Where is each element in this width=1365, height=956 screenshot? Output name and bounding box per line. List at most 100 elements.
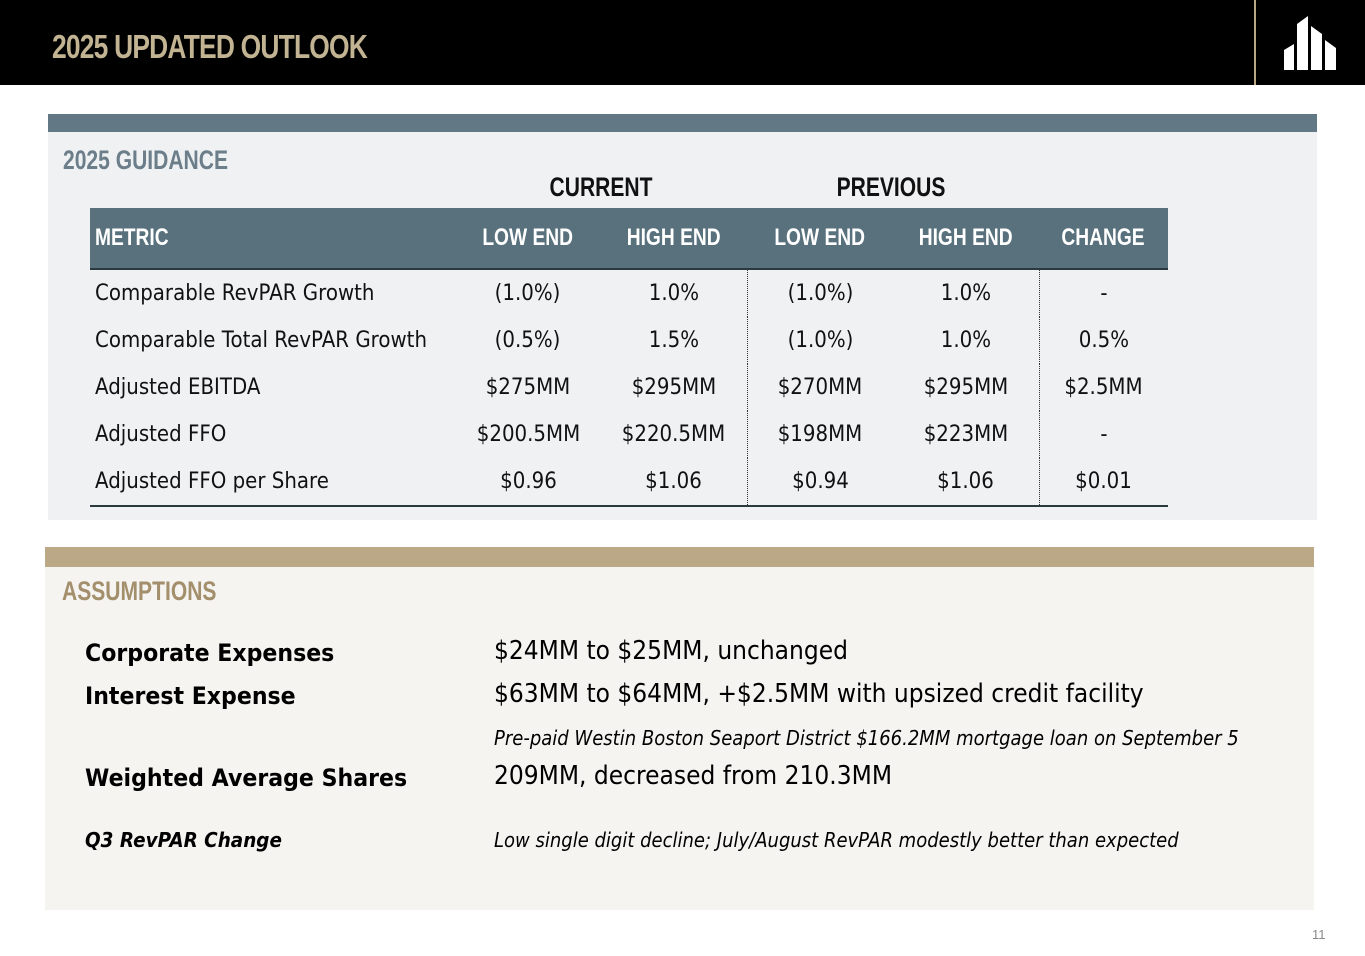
cell-value: (0.5%) (495, 328, 561, 353)
interest-expense-value: $63MM to $64MM, +$2.5MM with upsized cre… (494, 679, 1144, 709)
guidance-table: METRIC LOW END HIGH END LOW END HIGH END… (90, 208, 1168, 507)
cell-value: $275MM (485, 375, 571, 400)
cell-value: 1.0% (648, 281, 699, 306)
cell-value: $0.01 (1075, 469, 1133, 494)
column-header-label: HIGH END (627, 224, 721, 251)
cell-value: $1.06 (937, 469, 995, 494)
current-low-cell: $0.96 (455, 458, 601, 507)
table-row: Comparable RevPAR Growth (1.0%) 1.0% (1.… (90, 269, 1168, 317)
cell-value: $0.94 (791, 469, 849, 494)
cell-value: 1.5% (648, 328, 699, 353)
header-divider (1254, 0, 1256, 85)
cell-value: - (1100, 422, 1108, 447)
cell-value: $295MM (631, 375, 717, 400)
cell-value: $270MM (777, 375, 863, 400)
previous-high-cell: $295MM (893, 364, 1040, 411)
metric-cell: Adjusted FFO (90, 411, 455, 458)
previous-low-cell: (1.0%) (747, 269, 893, 317)
table-row: Adjusted FFO per Share $0.96 $1.06 $0.94… (90, 458, 1168, 507)
page-number: 11 (1312, 927, 1326, 942)
cell-value: (1.0%) (495, 281, 561, 306)
previous-high-cell: $223MM (893, 411, 1040, 458)
page-title: 2025 UPDATED OUTLOOK (52, 28, 368, 65)
column-header-label: LOW END (482, 224, 574, 251)
current-high-cell: $295MM (601, 364, 748, 411)
cell-value: - (1100, 281, 1108, 306)
cell-value: $223MM (923, 422, 1009, 447)
corporate-expenses-label: Corporate Expenses (85, 639, 335, 667)
current-low-cell: (1.0%) (455, 269, 601, 317)
metric-cell: Comparable Total RevPAR Growth (90, 317, 455, 364)
cell-value: $0.96 (499, 469, 557, 494)
table-row: Adjusted FFO $200.5MM $220.5MM $198MM $2… (90, 411, 1168, 458)
weighted-average-shares-value: 209MM, decreased from 210.3MM (494, 761, 893, 791)
cell-value: Comparable RevPAR Growth (95, 281, 375, 306)
metric-cell: Comparable RevPAR Growth (90, 269, 455, 317)
current-high-cell: $220.5MM (601, 411, 748, 458)
current-low-cell: (0.5%) (455, 317, 601, 364)
header-bar: 2025 UPDATED OUTLOOK (0, 0, 1365, 85)
q3-revpar-value: Low single digit decline; July/August Re… (494, 828, 1179, 852)
change-cell: - (1039, 269, 1168, 317)
cell-value: Adjusted FFO per Share (95, 469, 329, 494)
q3-revpar-label: Q3 RevPAR Change (85, 828, 282, 852)
interest-expense-label: Interest Expense (85, 682, 296, 710)
change-cell: $0.01 (1039, 458, 1168, 507)
current-low-cell: $200.5MM (455, 411, 601, 458)
column-header-previous-low: LOW END (747, 208, 893, 270)
cell-value: 1.0% (940, 328, 991, 353)
previous-low-cell: $198MM (747, 411, 893, 458)
current-low-cell: $275MM (455, 364, 601, 411)
metric-cell: Adjusted EBITDA (90, 364, 455, 411)
column-header-change: CHANGE (1039, 208, 1168, 270)
guidance-accent-bar (48, 114, 1317, 132)
change-cell: $2.5MM (1039, 364, 1168, 411)
corporate-expenses-value: $24MM to $25MM, unchanged (494, 636, 848, 666)
assumptions-panel: ASSUMPTIONS Corporate Expenses $24MM to … (45, 547, 1314, 910)
interest-expense-note: Pre-paid Westin Boston Seaport District … (494, 726, 1239, 750)
previous-high-cell: 1.0% (893, 317, 1040, 364)
cell-value: Adjusted EBITDA (95, 375, 261, 400)
cell-value: $220.5MM (622, 422, 726, 447)
cell-value: $1.06 (645, 469, 703, 494)
cell-value: (1.0%) (787, 281, 854, 306)
table-row: Comparable Total RevPAR Growth (0.5%) 1.… (90, 317, 1168, 364)
column-header-label: LOW END (774, 224, 866, 251)
current-high-cell: $1.06 (601, 458, 748, 507)
previous-low-cell: (1.0%) (747, 317, 893, 364)
cell-value: 1.0% (940, 281, 991, 306)
cell-value: $2.5MM (1064, 375, 1143, 400)
previous-group-label: PREVIOUS (836, 172, 946, 202)
metric-cell: Adjusted FFO per Share (90, 458, 455, 507)
change-cell: 0.5% (1039, 317, 1168, 364)
cell-value: $295MM (923, 375, 1009, 400)
cell-value: (1.0%) (787, 328, 854, 353)
column-header-current-low: LOW END (455, 208, 601, 270)
previous-high-cell: $1.06 (893, 458, 1040, 507)
cell-value: 0.5% (1078, 328, 1129, 353)
cell-value: Comparable Total RevPAR Growth (95, 328, 428, 353)
table-row: Adjusted EBITDA $275MM $295MM $270MM $29… (90, 364, 1168, 411)
cell-value: $200.5MM (476, 422, 580, 447)
previous-low-cell: $270MM (747, 364, 893, 411)
previous-low-cell: $0.94 (747, 458, 893, 507)
current-high-cell: 1.0% (601, 269, 748, 317)
assumptions-title: ASSUMPTIONS (62, 576, 217, 606)
guidance-panel: 2025 GUIDANCE CURRENT PREVIOUS METRIC LO… (48, 114, 1317, 520)
column-header-current-high: HIGH END (601, 208, 747, 270)
column-header-label: CHANGE (1061, 224, 1146, 251)
current-high-cell: 1.5% (601, 317, 748, 364)
column-header-previous-high: HIGH END (893, 208, 1039, 270)
cell-value: Adjusted FFO (95, 422, 227, 447)
column-header-label: METRIC (95, 224, 169, 251)
assumptions-accent-bar (45, 547, 1314, 567)
guidance-table-wrapper: METRIC LOW END HIGH END LOW END HIGH END… (90, 208, 1168, 507)
cell-value: $198MM (777, 422, 863, 447)
column-header-label: HIGH END (919, 224, 1013, 251)
guidance-header-row: METRIC LOW END HIGH END LOW END HIGH END… (90, 208, 1168, 270)
guidance-title: 2025 GUIDANCE (63, 145, 229, 175)
weighted-average-shares-label: Weighted Average Shares (85, 764, 408, 792)
change-cell: - (1039, 411, 1168, 458)
previous-high-cell: 1.0% (893, 269, 1040, 317)
building-columns-logo-icon (1284, 16, 1336, 70)
